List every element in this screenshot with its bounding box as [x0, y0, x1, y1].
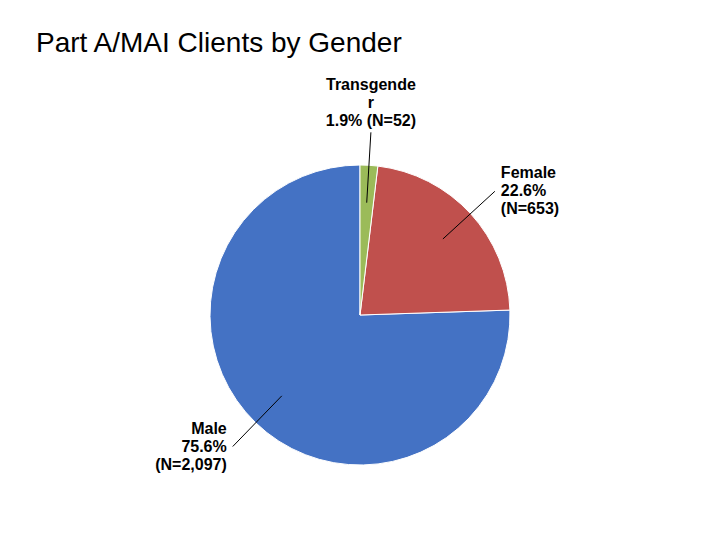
data-label-line: 1.9% (N=52): [326, 112, 416, 129]
data-label: Male75.6%(N=2,097): [155, 420, 227, 473]
data-label-line: 22.6%: [501, 182, 546, 199]
data-label-line: Female: [501, 164, 556, 181]
pie: [210, 165, 510, 465]
slice: [360, 165, 378, 315]
slice: [210, 165, 510, 465]
leader-line: [367, 132, 371, 202]
data-label: Transgender1.9% (N=52): [326, 76, 416, 129]
data-label-line: (N=2,097): [155, 456, 227, 473]
labels: Male75.6%(N=2,097) Female22.6%(N=653) Tran…: [155, 76, 559, 472]
title: Part A/MAI Clients by Gender: [36, 27, 402, 58]
data-label-line: 75.6%: [181, 438, 226, 455]
data-label-line: Transgende: [326, 76, 416, 93]
slice: [360, 166, 510, 315]
leader-line: [443, 191, 495, 239]
chart: Part A/MAI Clients by GenderMale75.6%(N=…: [0, 0, 720, 540]
leader-line: [233, 396, 282, 447]
data-label: Female22.6%(N=653): [501, 164, 559, 217]
data-label-line: (N=653): [501, 200, 559, 217]
data-label-line: Male: [191, 420, 227, 437]
data-label-line: r: [368, 94, 374, 111]
